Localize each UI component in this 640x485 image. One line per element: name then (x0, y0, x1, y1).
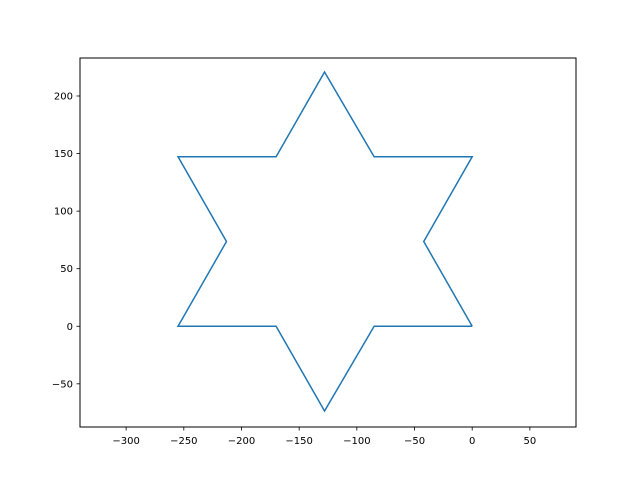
x-tick-label: 50 (523, 436, 536, 447)
y-tick-label: 200 (54, 91, 73, 102)
series-line-1 (176, 70, 474, 413)
y-tick-label: 100 (54, 207, 73, 218)
x-tick-label: −50 (404, 436, 425, 447)
x-tick-label: −300 (112, 436, 139, 447)
x-tick-label: −100 (343, 436, 370, 447)
y-tick-label: −50 (52, 379, 73, 390)
plot-area-frame (79, 57, 577, 428)
y-tick-label: 150 (54, 149, 73, 160)
y-tick-label: 50 (60, 264, 73, 275)
y-tick-label: 0 (67, 322, 73, 333)
x-tick-label: −150 (285, 436, 312, 447)
x-tick-label: −250 (170, 436, 197, 447)
x-tick-label: 0 (469, 436, 475, 447)
x-tick-label: −200 (228, 436, 255, 447)
